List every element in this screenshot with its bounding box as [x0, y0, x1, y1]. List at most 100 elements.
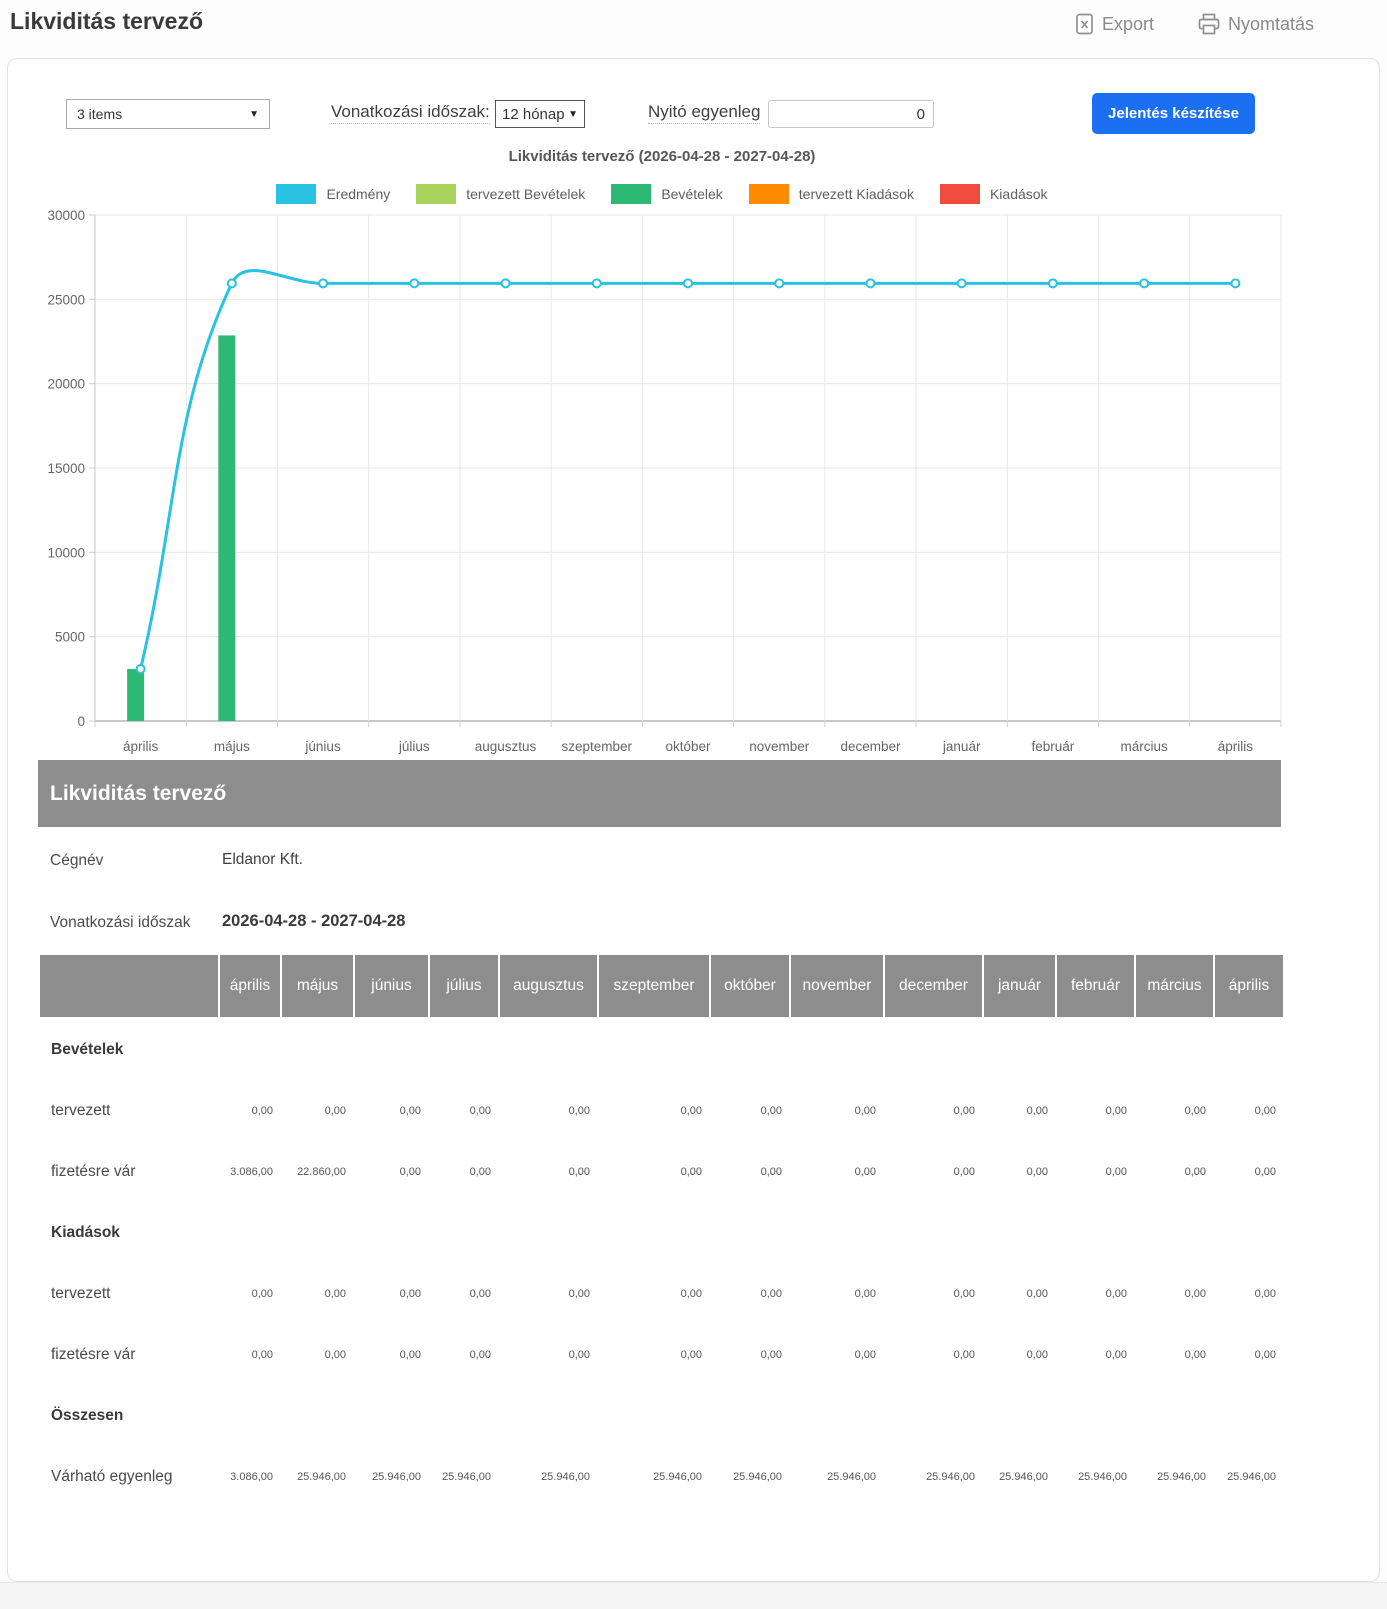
cell-value: 0,00	[568, 1287, 590, 1300]
cell-value: 0,00	[1184, 1287, 1206, 1300]
cell-value: 25.946,00	[1227, 1470, 1276, 1483]
liquidity-table: április május június július augusztus szeptem…	[38, 953, 1285, 1507]
cell-value: 0,00	[1105, 1165, 1127, 1178]
cell-value: 25.946,00	[827, 1470, 876, 1483]
create-report-button[interactable]: Jelentés készítése	[1092, 93, 1255, 134]
cell-value: 0,00	[680, 1104, 702, 1117]
legend-label: Eredmény	[326, 186, 391, 202]
page-title: Likviditás tervező	[10, 8, 204, 34]
cell-value: 0,00	[399, 1104, 421, 1117]
legend-swatch	[748, 184, 789, 204]
cell-value: 0,00	[854, 1165, 876, 1178]
cell-value: 0,00	[680, 1287, 702, 1300]
legend-item[interactable]: Bevételek	[611, 184, 723, 204]
svg-text:25000: 25000	[47, 292, 85, 307]
cell-value: 0,00	[1254, 1165, 1276, 1178]
liquidity-chart: 0 5000 10000 15000 20000 25000 30000 április máj…	[47, 208, 1282, 754]
month-header: június	[353, 953, 430, 1019]
table-header-row: április május június július augusztus szeptem…	[38, 953, 1285, 1019]
cell-value: 0,00	[760, 1348, 782, 1361]
month-header: augusztus	[498, 953, 599, 1019]
chevron-down-icon: ▼	[568, 108, 578, 120]
chart-title: Likviditás tervező (2026-04-28 - 2027-04…	[508, 148, 816, 165]
row-label: Várható egyenleg	[51, 1467, 173, 1485]
cell-value: 0,00	[251, 1104, 273, 1117]
cell-value: 0,00	[469, 1287, 491, 1300]
cell-value: 0,00	[760, 1104, 782, 1117]
month-header: május	[280, 953, 355, 1019]
company-label: Cégnév	[50, 852, 104, 869]
legend-item[interactable]: Eredmény	[276, 184, 390, 204]
export-button[interactable]: Export	[1075, 13, 1154, 35]
legend-swatch	[939, 184, 980, 204]
table-row: tervezett 0,00 0,00 0,00 0,00 0,00 0,00 0,00 0,0…	[39, 1263, 1284, 1324]
period-select[interactable]: 12 hónap ▼	[495, 100, 585, 128]
cell-value: 0,00	[324, 1348, 346, 1361]
cell-value: 3.086,00	[230, 1470, 273, 1483]
table-row: fizetésre vár 0,00 0,00 0,00 0,00 0,00 0,00 0,0…	[39, 1324, 1284, 1385]
month-header: március	[1134, 953, 1215, 1019]
table-row: tervezett 0,00 0,00 0,00 0,00 0,00 0,00 0,00 0,0…	[39, 1080, 1284, 1141]
cell-value: 0,00	[568, 1104, 590, 1117]
section-row: Összesen	[39, 1385, 1284, 1446]
legend-item[interactable]: tervezett Bevételek	[416, 184, 585, 204]
cell-value: 0,00	[469, 1165, 491, 1178]
svg-text:szeptember: szeptember	[561, 739, 632, 754]
cell-value: 0,00	[1026, 1104, 1048, 1117]
month-header: december	[883, 953, 984, 1019]
items-select[interactable]: 3 items ▼	[66, 99, 270, 129]
svg-text:január: január	[942, 739, 981, 754]
opening-balance-input[interactable]	[768, 100, 934, 128]
export-label: Export	[1102, 13, 1155, 34]
cell-value: 0,00	[324, 1104, 346, 1117]
print-label: Nyomtatás	[1228, 13, 1315, 34]
cell-value: 0,00	[1184, 1104, 1206, 1117]
svg-text:június: június	[304, 739, 341, 754]
section-row: Bevételek	[39, 1018, 1284, 1080]
month-header: február	[1055, 953, 1136, 1019]
cell-value: 25.946,00	[442, 1470, 491, 1483]
cell-value: 3.086,00	[230, 1165, 273, 1178]
month-header: november	[789, 953, 885, 1019]
excel-file-icon	[1076, 13, 1093, 35]
top-actions: Export Nyomtatás	[1075, 13, 1314, 35]
svg-text:október: október	[665, 739, 711, 754]
cell-value: 0,00	[953, 1348, 975, 1361]
opening-balance-label: Nyitó egyenleg	[648, 102, 761, 124]
cell-value: 0,00	[469, 1348, 491, 1361]
svg-text:április: április	[123, 739, 159, 754]
svg-text:30000: 30000	[47, 208, 85, 223]
cell-value: 25.946,00	[999, 1470, 1048, 1483]
table-row: Várható egyenleg 3.086,00 25.946,00 25.946,…	[39, 1446, 1284, 1507]
month-header: január	[982, 953, 1057, 1019]
cell-value: 0,00	[399, 1165, 421, 1178]
legend-swatch	[416, 184, 457, 204]
svg-text:0: 0	[77, 714, 85, 729]
cell-value: 25.946,00	[541, 1470, 590, 1483]
svg-text:15000: 15000	[47, 461, 85, 476]
cell-value: 0,00	[399, 1348, 421, 1361]
print-button[interactable]: Nyomtatás	[1198, 13, 1314, 35]
printer-icon	[1198, 13, 1220, 35]
svg-text:március: március	[1121, 739, 1169, 754]
cell-value: 0,00	[953, 1165, 975, 1178]
month-header: július	[428, 953, 500, 1019]
cell-value: 0,00	[1254, 1287, 1276, 1300]
legend-item[interactable]: tervezett Kiadások	[748, 184, 914, 204]
legend-item[interactable]: Kiadások	[939, 184, 1048, 204]
report-period-value: 2026-04-28 - 2027-04-28	[222, 912, 406, 930]
svg-text:5000: 5000	[55, 630, 85, 645]
cell-value: 0,00	[251, 1287, 273, 1300]
legend-swatch	[276, 184, 317, 204]
period-select-value: 12 hónap	[502, 105, 565, 123]
cell-value: 0,00	[1026, 1165, 1048, 1178]
chart-legend: Eredmény tervezett Bevételek Bevételek terv…	[0, 184, 1324, 204]
cell-value: 25.946,00	[733, 1470, 782, 1483]
svg-text:július: július	[398, 739, 430, 754]
cell-value: 0,00	[469, 1104, 491, 1117]
cell-value: 0,00	[568, 1348, 590, 1361]
cell-value: 0,00	[568, 1165, 590, 1178]
legend-label: tervezett Bevételek	[466, 186, 586, 202]
cell-value: 0,00	[1184, 1348, 1206, 1361]
